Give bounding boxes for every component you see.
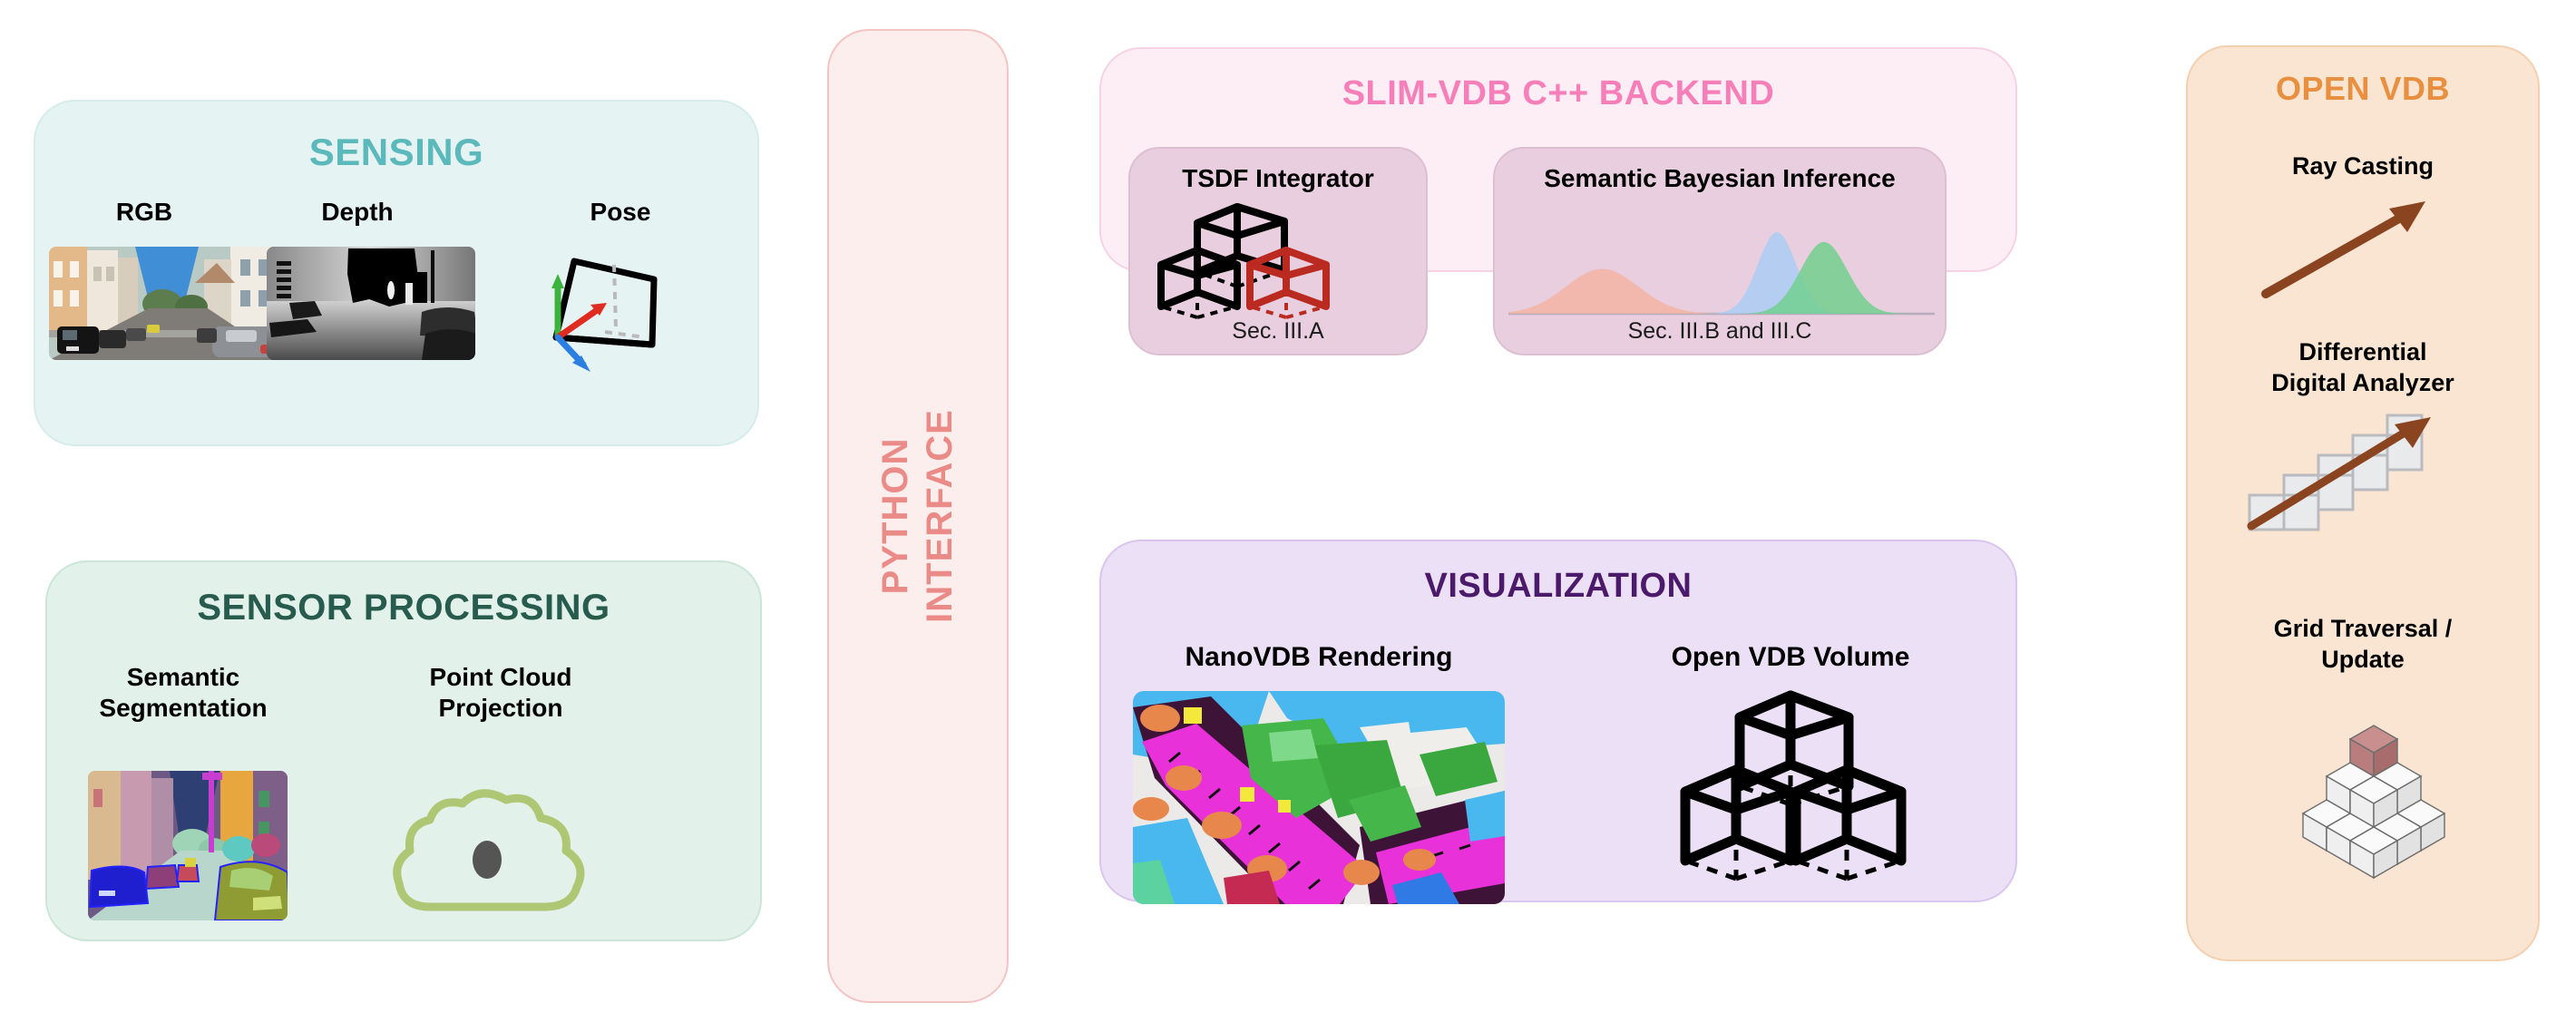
panel-python-interface[interactable]: PYTHON INTERFACE <box>827 29 1009 1003</box>
panel-visualization[interactable]: VISUALIZATION NanoVDB Rendering Open VDB… <box>1099 540 2017 904</box>
python-interface-label: PYTHON INTERFACE <box>873 409 962 623</box>
rgb-street-image <box>26 247 307 360</box>
panel-openvdb-title: OPEN VDB <box>2275 70 2451 107</box>
label-rgb: RGB <box>115 198 173 226</box>
three-cubes-icon <box>1645 686 1945 900</box>
label-grid-traversal-update: Grid Traversal / Update <box>2273 615 2453 673</box>
gaussian-distributions-chart <box>1508 229 1935 324</box>
camera-frustum-axes-icon <box>516 238 725 374</box>
gaussian-salmon-prior <box>1508 268 1935 314</box>
card-tsdf-integrator[interactable]: TSDF Integrator <box>1128 147 1428 355</box>
panel-sensing-title: SENSING <box>308 131 484 173</box>
label-semantic-segmentation: Semantic Segmentation <box>99 663 268 722</box>
ray-arrow-icon <box>2251 192 2478 315</box>
panel-sensor-processing[interactable]: SENSOR PROCESSING Semantic Segmentation … <box>45 560 762 941</box>
panel-slim-vdb-backend[interactable]: SLIM-VDB C++ BACKEND TSDF Integrator <box>1099 47 2017 355</box>
voxel-cube-face <box>2373 839 2398 880</box>
voxel-cubes-icon <box>1150 192 1413 324</box>
panel-sensor-processing-title: SENSOR PROCESSING <box>197 588 610 628</box>
label-depth: Depth <box>321 198 394 226</box>
panel-sensing[interactable]: SENSING RGB Depth Pose <box>34 100 759 446</box>
point-cloud-icon <box>346 773 646 927</box>
python-interface-line2: INTERFACE <box>920 409 960 623</box>
panel-open-vdb[interactable]: OPEN VDB Ray Casting Differential Digita… <box>2186 45 2540 961</box>
label-point-cloud-projection: Point Cloud Projection <box>429 663 572 722</box>
panel-backend-title: SLIM-VDB C++ BACKEND <box>1342 74 1775 112</box>
dda-staircase-icon <box>2244 410 2489 541</box>
card-tsdf-section: Sec. III.A <box>1232 318 1324 344</box>
card-bayes-section: Sec. III.B and III.C <box>1627 318 1812 344</box>
label-ray-casting: Ray Casting <box>2291 152 2435 180</box>
nanovdb-render-image <box>1133 691 1505 904</box>
label-nanovdb-rendering: NanoVDB Rendering <box>1185 642 1453 672</box>
panel-visualization-title: VISUALIZATION <box>1424 567 1693 605</box>
gaussian-green-posterior <box>1508 241 1935 314</box>
card-bayes-title: Semantic Bayesian Inference <box>1544 164 1896 192</box>
depth-map-image <box>253 247 489 360</box>
voxel-grid-stack-icon <box>2274 709 2474 895</box>
card-semantic-bayesian-inference[interactable]: Semantic Bayesian Inference Sec. III.B a… <box>1493 147 1947 355</box>
python-interface-line1: PYTHON <box>875 437 916 595</box>
label-pose: Pose <box>590 198 651 226</box>
label-differential-digital-analyzer: Differential Digital Analyzer <box>2271 338 2454 396</box>
card-tsdf-title: TSDF Integrator <box>1182 164 1374 192</box>
label-open-vdb-volume: Open VDB Volume <box>1671 642 1910 672</box>
semantic-segmentation-image <box>43 771 333 920</box>
